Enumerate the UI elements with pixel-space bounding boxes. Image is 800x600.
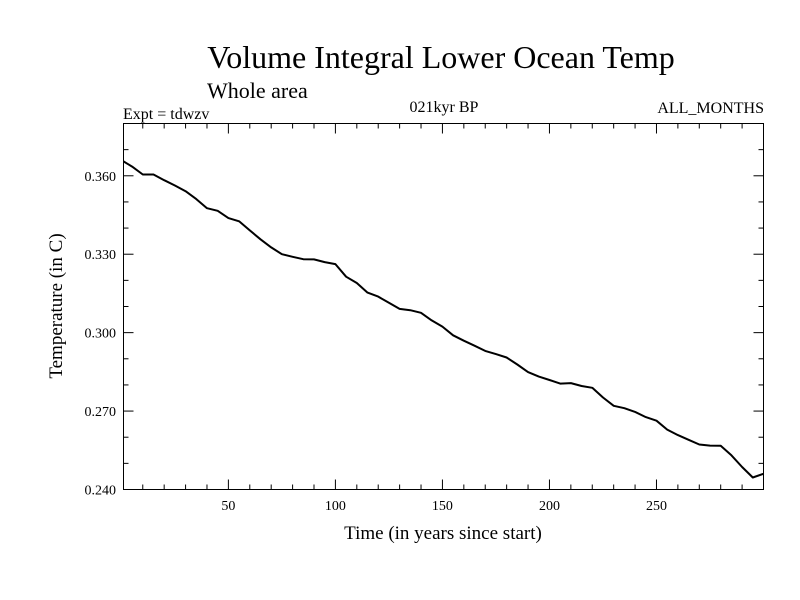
x-axis-label: Time (in years since start): [344, 523, 542, 544]
x-axis-ticks: 50 100 150 200 250: [142, 123, 743, 514]
x-tick-label: 150: [432, 499, 453, 514]
expt-label: Expt = tdwzv: [123, 106, 209, 123]
plot-frame: [123, 123, 764, 490]
y-axis-label: Temperature (in C): [46, 233, 67, 378]
x-tick-label: 250: [646, 499, 667, 514]
y-tick-label: 0.330: [85, 248, 117, 263]
y-tick-label: 0.240: [85, 484, 117, 499]
period-label: 021kyr BP: [410, 99, 479, 116]
series-line: [122, 160, 764, 479]
plot-area: 50 100 150 200 250 0.240 0.270 0.300 0.330 0.360: [85, 123, 764, 514]
y-tick-label: 0.270: [85, 405, 117, 420]
x-tick-label: 100: [325, 499, 346, 514]
months-label: ALL_MONTHS: [657, 100, 764, 117]
x-tick-label: 50: [221, 499, 235, 514]
y-axis-ticks: 0.240 0.270 0.300 0.330 0.360: [85, 123, 764, 499]
chart-subtitle: Whole area: [207, 78, 308, 103]
chart-title: Volume Integral Lower Ocean Temp: [207, 39, 675, 75]
x-tick-label: 200: [539, 499, 560, 514]
y-tick-label: 0.300: [85, 327, 117, 342]
y-tick-label: 0.360: [85, 170, 117, 185]
